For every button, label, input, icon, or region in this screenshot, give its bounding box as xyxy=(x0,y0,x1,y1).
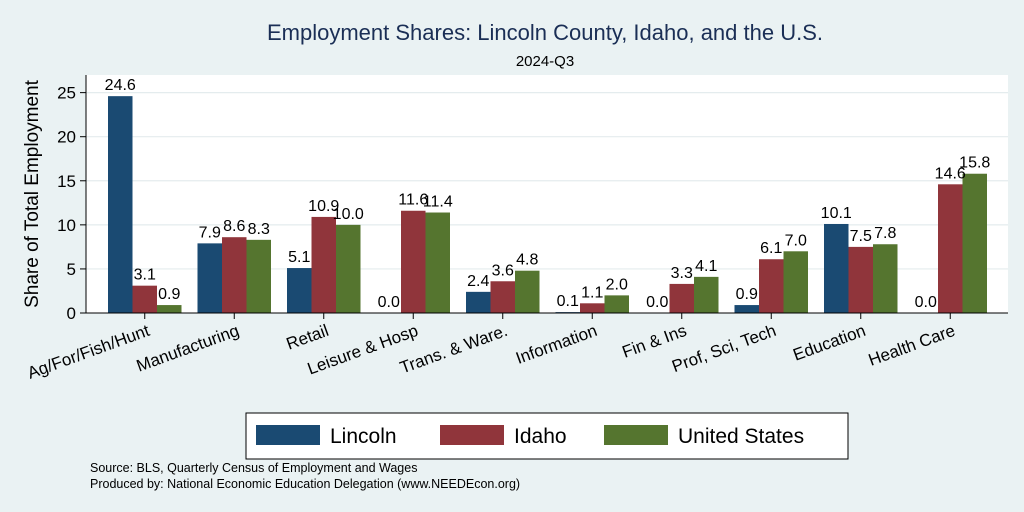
data-label: 0.1 xyxy=(557,293,579,310)
category-label: Information xyxy=(513,321,599,368)
data-label: 11.4 xyxy=(423,194,453,211)
data-label: 0.0 xyxy=(378,294,400,311)
bar xyxy=(287,268,312,313)
y-tick-label: 10 xyxy=(57,216,76,235)
legend: Lincoln Idaho United States xyxy=(245,412,849,460)
legend-swatch xyxy=(256,425,320,445)
bar xyxy=(848,246,873,313)
data-label: 3.6 xyxy=(492,262,514,279)
data-label: 3.3 xyxy=(671,265,693,282)
bar xyxy=(336,224,361,313)
data-label: 14.6 xyxy=(935,165,966,182)
legend-swatch xyxy=(604,425,668,445)
bar xyxy=(694,276,719,313)
bars xyxy=(108,96,987,314)
legend-swatch xyxy=(440,425,504,445)
data-label: 0.9 xyxy=(158,286,180,303)
bar xyxy=(604,295,629,313)
data-label: 3.1 xyxy=(134,267,156,284)
bar xyxy=(783,251,808,313)
data-label: 6.1 xyxy=(760,240,782,257)
bar xyxy=(222,237,247,313)
bar xyxy=(490,281,515,313)
bar xyxy=(401,210,426,313)
data-label: 7.0 xyxy=(785,232,807,249)
bar xyxy=(759,259,784,313)
produced-note: Produced by: National Economic Education… xyxy=(90,477,520,491)
category-label: Retail xyxy=(284,321,331,354)
data-label: 0.0 xyxy=(915,294,937,311)
bar xyxy=(197,243,222,313)
bar xyxy=(311,216,336,313)
legend-label: United States xyxy=(678,425,804,448)
category-label: Health Care xyxy=(866,321,958,370)
bar xyxy=(515,270,540,313)
y-tick-label: 20 xyxy=(57,128,76,147)
data-label: 1.1 xyxy=(581,284,603,301)
legend-label: Lincoln xyxy=(330,425,397,448)
category-label: Manufacturing xyxy=(134,321,242,376)
category-label: Ag/For/Fish/Hunt xyxy=(25,321,152,383)
data-label: 10.1 xyxy=(821,205,852,222)
data-labels: 24.63.10.97.9 8.6 8.35.110.910.00.011.611.… xyxy=(105,77,991,311)
chart-title: Employment Shares: Lincoln County, Idaho… xyxy=(267,20,823,45)
data-label: 4.1 xyxy=(695,258,717,275)
bar xyxy=(824,223,849,313)
data-label: 8.6 xyxy=(223,218,245,235)
legend-box xyxy=(245,412,849,460)
bar xyxy=(466,291,491,313)
y-tick-label: 15 xyxy=(57,172,76,191)
data-label: 15.8 xyxy=(959,155,990,172)
bar xyxy=(734,305,759,313)
category-label: Education xyxy=(791,321,869,365)
data-label: 8.3 xyxy=(248,221,270,238)
data-label: 7.5 xyxy=(850,228,872,245)
y-tick-label: 0 xyxy=(67,304,76,323)
source-note: Source: BLS, Quarterly Census of Employm… xyxy=(90,461,417,475)
data-label: 7.8 xyxy=(874,225,896,242)
bar xyxy=(246,239,271,313)
bar xyxy=(157,305,182,313)
data-label: 24.6 xyxy=(105,77,136,94)
y-tick-label: 5 xyxy=(67,260,76,279)
data-label: 10.0 xyxy=(333,206,364,223)
bar xyxy=(108,96,133,314)
category-label: Prof, Sci, Tech xyxy=(669,321,778,376)
data-label: 0.9 xyxy=(736,286,758,303)
y-tick-label: 25 xyxy=(57,84,76,103)
bar xyxy=(425,212,450,313)
data-label: 0.0 xyxy=(646,294,668,311)
data-label: 2.0 xyxy=(606,276,628,293)
data-label: 5.1 xyxy=(288,249,310,266)
y-axis-ticks: 0 5 10 15 20 25 xyxy=(57,84,86,323)
bar xyxy=(132,285,157,313)
data-label: 11.6 xyxy=(398,192,428,209)
data-label: 4.8 xyxy=(516,252,538,269)
y-axis-label: Share of Total Employment xyxy=(22,79,43,307)
data-label: 2.4 xyxy=(467,273,489,290)
legend-label: Idaho xyxy=(514,425,567,448)
bar xyxy=(962,173,987,313)
bar xyxy=(580,303,605,313)
bar xyxy=(938,184,963,313)
bar xyxy=(669,283,694,313)
bar xyxy=(873,244,898,313)
data-label: 7.9 xyxy=(199,224,221,241)
data-label: 10.9 xyxy=(308,198,339,215)
chart-subtitle: 2024-Q3 xyxy=(516,53,574,70)
